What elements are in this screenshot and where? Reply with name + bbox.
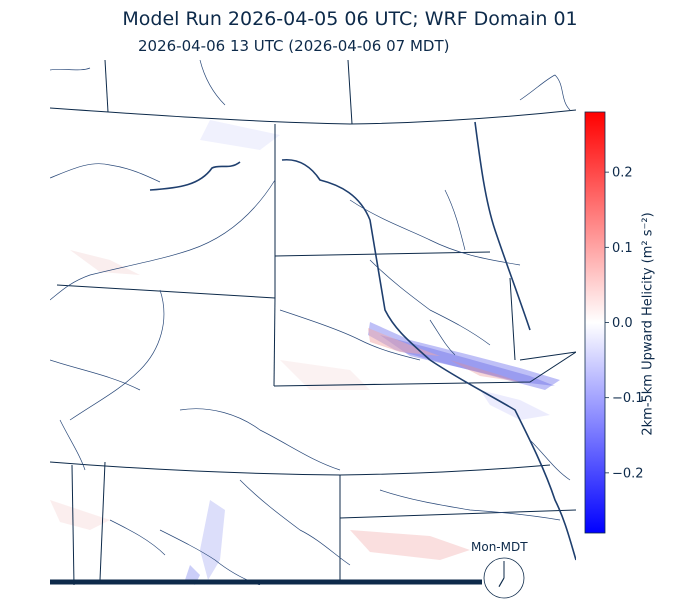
helicity-field (50, 120, 560, 585)
major-rivers (149, 121, 576, 561)
colorbar-tick-label: 0.1 (612, 241, 633, 256)
state-boundaries (50, 60, 576, 585)
clock-hour-hand (498, 577, 505, 587)
clock-timezone-label: Mon-MDT (471, 540, 528, 554)
map-title: Model Run 2026-04-05 06 UTC; WRF Domain … (122, 8, 578, 30)
minor-rivers (50, 60, 571, 585)
colorbar: 0.2 0.1 0.0 −0.1 −0.2 (584, 111, 644, 534)
colorbar-label: 2km-5km Upward Helicity (m² s⁻²) (640, 212, 656, 436)
colorbar-tick-label: 0.2 (612, 166, 633, 181)
colorbar-tick-label: 0.0 (612, 316, 633, 331)
map-subtitle: 2026-04-06 13 UTC (2026-04-06 07 MDT) (138, 37, 450, 55)
colorbar-tick-label: −0.1 (612, 391, 644, 406)
colorbar-tick-label: −0.2 (612, 466, 644, 481)
clock-icon (483, 557, 525, 599)
helicity-map (50, 60, 576, 585)
colorbar-gradient (584, 111, 606, 534)
